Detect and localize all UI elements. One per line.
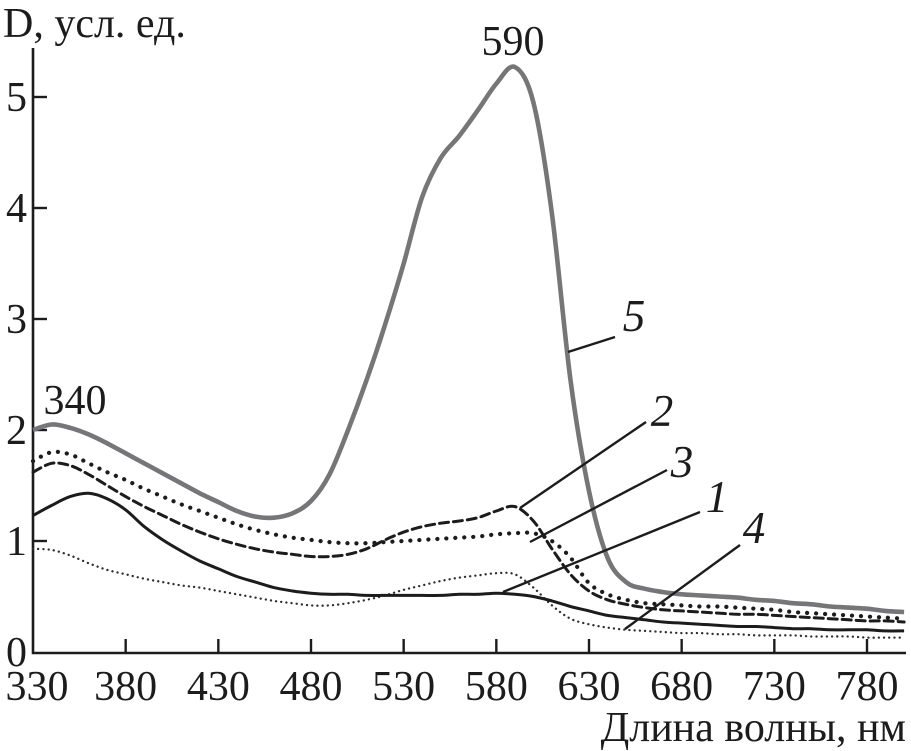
x-axis-title: Длина волны, нм xyxy=(600,705,906,751)
y-tick-label-5: 5 xyxy=(6,75,27,121)
curve-label-4: 4 xyxy=(743,503,766,553)
curve-label-leader-2 xyxy=(519,421,647,509)
x-tick-label-580: 580 xyxy=(465,664,528,710)
y-tick-label-0: 0 xyxy=(6,630,27,676)
y-axis-title: D, усл. ед. xyxy=(3,1,186,47)
curve-label-1: 1 xyxy=(706,472,729,522)
curve-label-5: 5 xyxy=(623,291,646,341)
curve-2 xyxy=(31,461,906,624)
x-tick-label-480: 480 xyxy=(280,664,343,710)
peak-label-340: 340 xyxy=(44,378,107,424)
y-tick-label-4: 4 xyxy=(6,186,27,232)
y-tick-label-3: 3 xyxy=(6,297,27,343)
curve-label-leader-3 xyxy=(529,468,668,544)
curve-4 xyxy=(31,547,906,639)
curve-label-2: 2 xyxy=(651,386,674,436)
curve-label-3: 3 xyxy=(670,437,694,487)
x-tick-label-630: 630 xyxy=(558,664,621,710)
y-tick-label-2: 2 xyxy=(6,408,27,454)
curve-label-leader-5 xyxy=(567,335,616,354)
x-tick-label-380: 380 xyxy=(94,664,157,710)
curve-label-leader-4 xyxy=(624,544,741,630)
x-tick-label-780: 780 xyxy=(836,664,899,710)
x-tick-label-730: 730 xyxy=(743,664,806,710)
peak-label-590: 590 xyxy=(482,19,545,65)
x-tick-label-680: 680 xyxy=(650,664,713,710)
x-tick-label-530: 530 xyxy=(372,664,435,710)
x-tick-label-330: 330 xyxy=(6,664,69,710)
axes xyxy=(31,48,906,655)
curve-1 xyxy=(32,491,905,633)
y-tick-label-1: 1 xyxy=(6,519,27,565)
x-tick-label-430: 430 xyxy=(187,664,250,710)
curve-5 xyxy=(32,64,905,615)
curve-label-leader-1 xyxy=(502,510,701,594)
